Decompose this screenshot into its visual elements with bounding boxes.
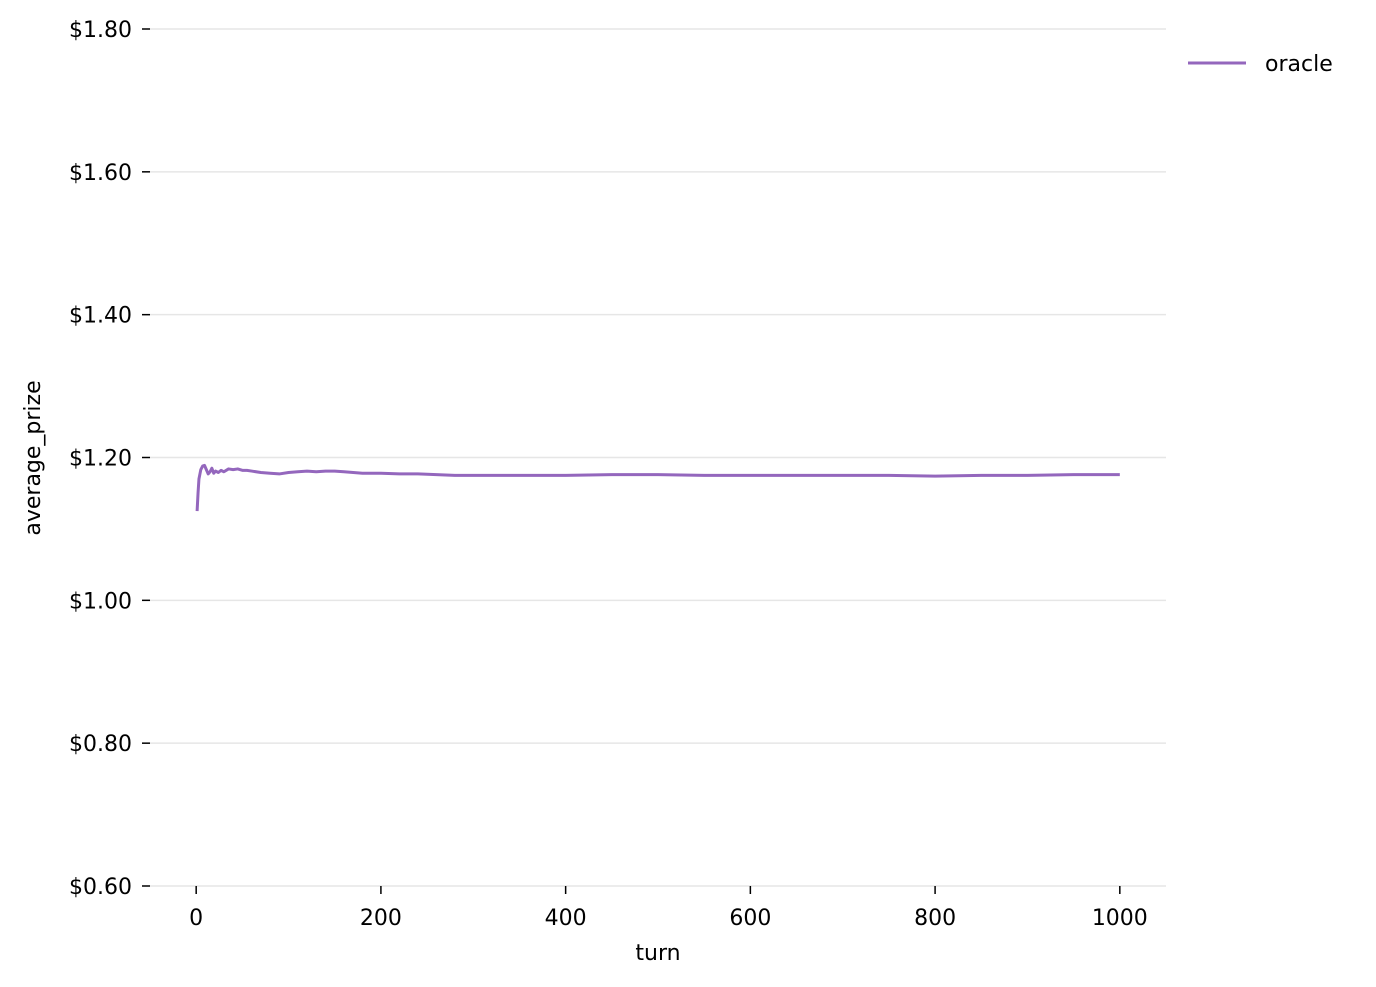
legend: oracle — [1188, 52, 1333, 77]
x-tick-label: 400 — [545, 906, 587, 931]
y-axis-label: average_prize — [21, 380, 46, 535]
y-tick-label: $0.80 — [69, 732, 132, 757]
x-tick-label: 1000 — [1092, 906, 1148, 931]
x-tick-label: 200 — [360, 906, 402, 931]
y-tick-label: $1.00 — [69, 589, 132, 614]
x-tick-label: 600 — [729, 906, 771, 931]
x-tick-label: 800 — [914, 906, 956, 931]
x-tick-label: 0 — [189, 906, 203, 931]
gridlines — [150, 28, 1166, 887]
series-line-oracle — [195, 463, 1120, 512]
y-tick-label: $1.80 — [69, 18, 132, 43]
legend-label-oracle: oracle — [1265, 52, 1333, 77]
y-tick-label: $1.20 — [69, 447, 132, 472]
y-tick-label: $0.60 — [69, 875, 132, 900]
y-tick-label: $1.60 — [69, 161, 132, 186]
y-tick-label: $1.40 — [69, 304, 132, 329]
axes: $0.60 $0.80 $1.00 $1.20 $1.40 $1.60 $1.80 0 200 4… — [69, 18, 1148, 931]
x-axis-label: turn — [635, 941, 680, 966]
series-lines — [195, 463, 1120, 512]
